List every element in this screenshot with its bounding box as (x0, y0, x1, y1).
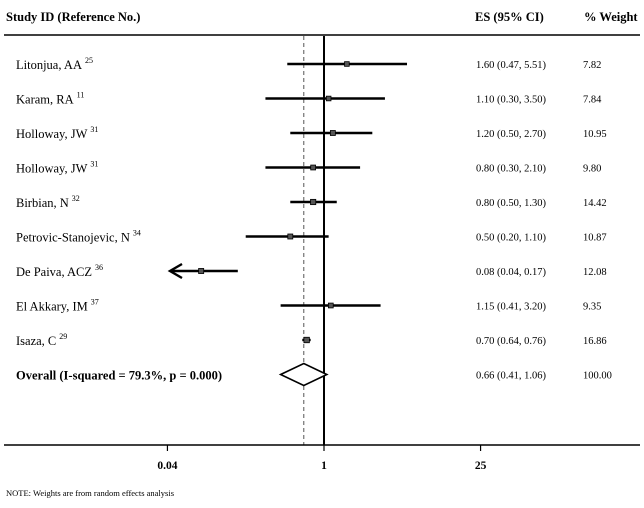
study-name: Holloway, JW (16, 127, 88, 141)
es-ci-text: 0.70 (0.64, 0.76) (476, 336, 546, 347)
es-ci-text: 0.08 (0.04, 0.17) (476, 267, 546, 278)
point-estimate-box (344, 61, 350, 67)
overall-diamond (278, 362, 329, 387)
study-label: Litonjua, AA 25 (16, 56, 93, 72)
study-column-header: Study ID (Reference No.) (6, 10, 140, 24)
study-row: Holloway, JW 31 1.20 (0.50, 2.70) 10.95 (16, 125, 607, 141)
point-estimate-box (329, 130, 336, 136)
weight-text: 9.80 (583, 164, 601, 175)
study-reference: 37 (91, 298, 99, 307)
es-ci-text: 1.15 (0.41, 3.20) (476, 302, 546, 313)
weight-text: 7.84 (583, 95, 602, 106)
study-label: Birbian, N 32 (16, 194, 80, 210)
study-reference: 36 (95, 263, 103, 272)
weight-text: 16.86 (583, 336, 607, 347)
study-row: El Akkary, IM 37 1.15 (0.41, 3.20) 9.35 (16, 298, 601, 314)
study-row: Birbian, N 32 0.80 (0.50, 1.30) 14.42 (16, 194, 607, 210)
point-estimate-box (198, 268, 205, 274)
es-ci-text: 0.80 (0.30, 2.10) (476, 164, 546, 175)
es-column-header: ES (95% CI) (475, 10, 544, 24)
weight-text: 7.82 (583, 60, 601, 71)
study-name: Birbian, N (16, 196, 69, 210)
study-row: Litonjua, AA 25 1.60 (0.47, 5.51) 7.82 (16, 56, 601, 72)
point-estimate-box (310, 198, 317, 206)
study-row: Isaza, C 29 0.70 (0.64, 0.76) 16.86 (16, 332, 607, 348)
study-reference: 31 (90, 160, 98, 169)
study-name: El Akkary, IM (16, 300, 88, 314)
study-reference: 11 (77, 91, 85, 100)
es-ci-text: 0.80 (0.50, 1.30) (476, 198, 546, 209)
es-ci-text: 1.60 (0.47, 5.51) (476, 60, 546, 71)
weight-text: 9.35 (583, 302, 601, 313)
study-name: Karam, RA (16, 93, 74, 107)
study-row: De Paiva, ACZ 36 0.08 (0.04, 0.17) 12.08 (16, 262, 607, 280)
study-label: Petrovic-Stanojevic, N 34 (16, 229, 141, 245)
study-label: Isaza, C 29 (16, 332, 67, 348)
point-estimate-box (327, 302, 334, 309)
study-reference: 29 (59, 332, 67, 341)
study-name: De Paiva, ACZ (16, 265, 92, 279)
study-row: Petrovic-Stanojevic, N 34 0.50 (0.20, 1.10… (16, 229, 607, 245)
es-ci-text: 1.20 (0.50, 2.70) (476, 129, 546, 140)
study-reference: 31 (90, 125, 98, 134)
study-row: Holloway, JW 31 0.80 (0.30, 2.10) 9.80 (16, 160, 601, 176)
study-reference: 34 (133, 229, 141, 238)
study-label: De Paiva, ACZ 36 (16, 263, 103, 279)
study-row: Karam, RA 11 1.10 (0.30, 3.50) 7.84 (16, 91, 602, 107)
overall-es-ci-text: 0.66 (0.41, 1.06) (476, 371, 546, 382)
study-reference: 25 (85, 56, 93, 65)
study-name: Petrovic-Stanojevic, N (16, 231, 130, 245)
x-tick-label: 0.04 (157, 460, 177, 472)
overall-label: Overall (I-squared = 79.3%, p = 0.000) (16, 369, 222, 383)
x-tick-label: 1 (321, 460, 327, 472)
study-name: Litonjua, AA (16, 58, 82, 72)
es-ci-text: 0.50 (0.20, 1.10) (476, 233, 546, 244)
overall-weight-text: 100.00 (583, 371, 612, 382)
study-name: Isaza, C (16, 334, 56, 348)
study-label: Holloway, JW 31 (16, 125, 98, 141)
weight-text: 14.42 (583, 198, 607, 209)
study-label: Holloway, JW 31 (16, 160, 98, 176)
study-label: Karam, RA 11 (16, 91, 84, 107)
study-reference: 32 (72, 194, 80, 203)
footnote: NOTE: Weights are from random effects an… (6, 488, 174, 498)
es-ci-text: 1.10 (0.30, 3.50) (476, 95, 546, 106)
weight-text: 10.87 (583, 233, 607, 244)
weight-text: 12.08 (583, 267, 607, 278)
study-name: Holloway, JW (16, 162, 88, 176)
study-label: El Akkary, IM 37 (16, 298, 99, 314)
point-estimate-box (310, 164, 316, 171)
overall-row: Overall (I-squared = 79.3%, p = 0.000) 0.… (16, 362, 612, 387)
point-estimate-box (287, 233, 294, 240)
ci-clipped-arrow (167, 262, 183, 280)
point-estimate-box (303, 336, 310, 344)
weight-text: 10.95 (583, 129, 607, 140)
x-tick-label: 25 (475, 460, 487, 472)
weight-column-header: % Weight (584, 10, 638, 24)
point-estimate-box (325, 95, 332, 102)
